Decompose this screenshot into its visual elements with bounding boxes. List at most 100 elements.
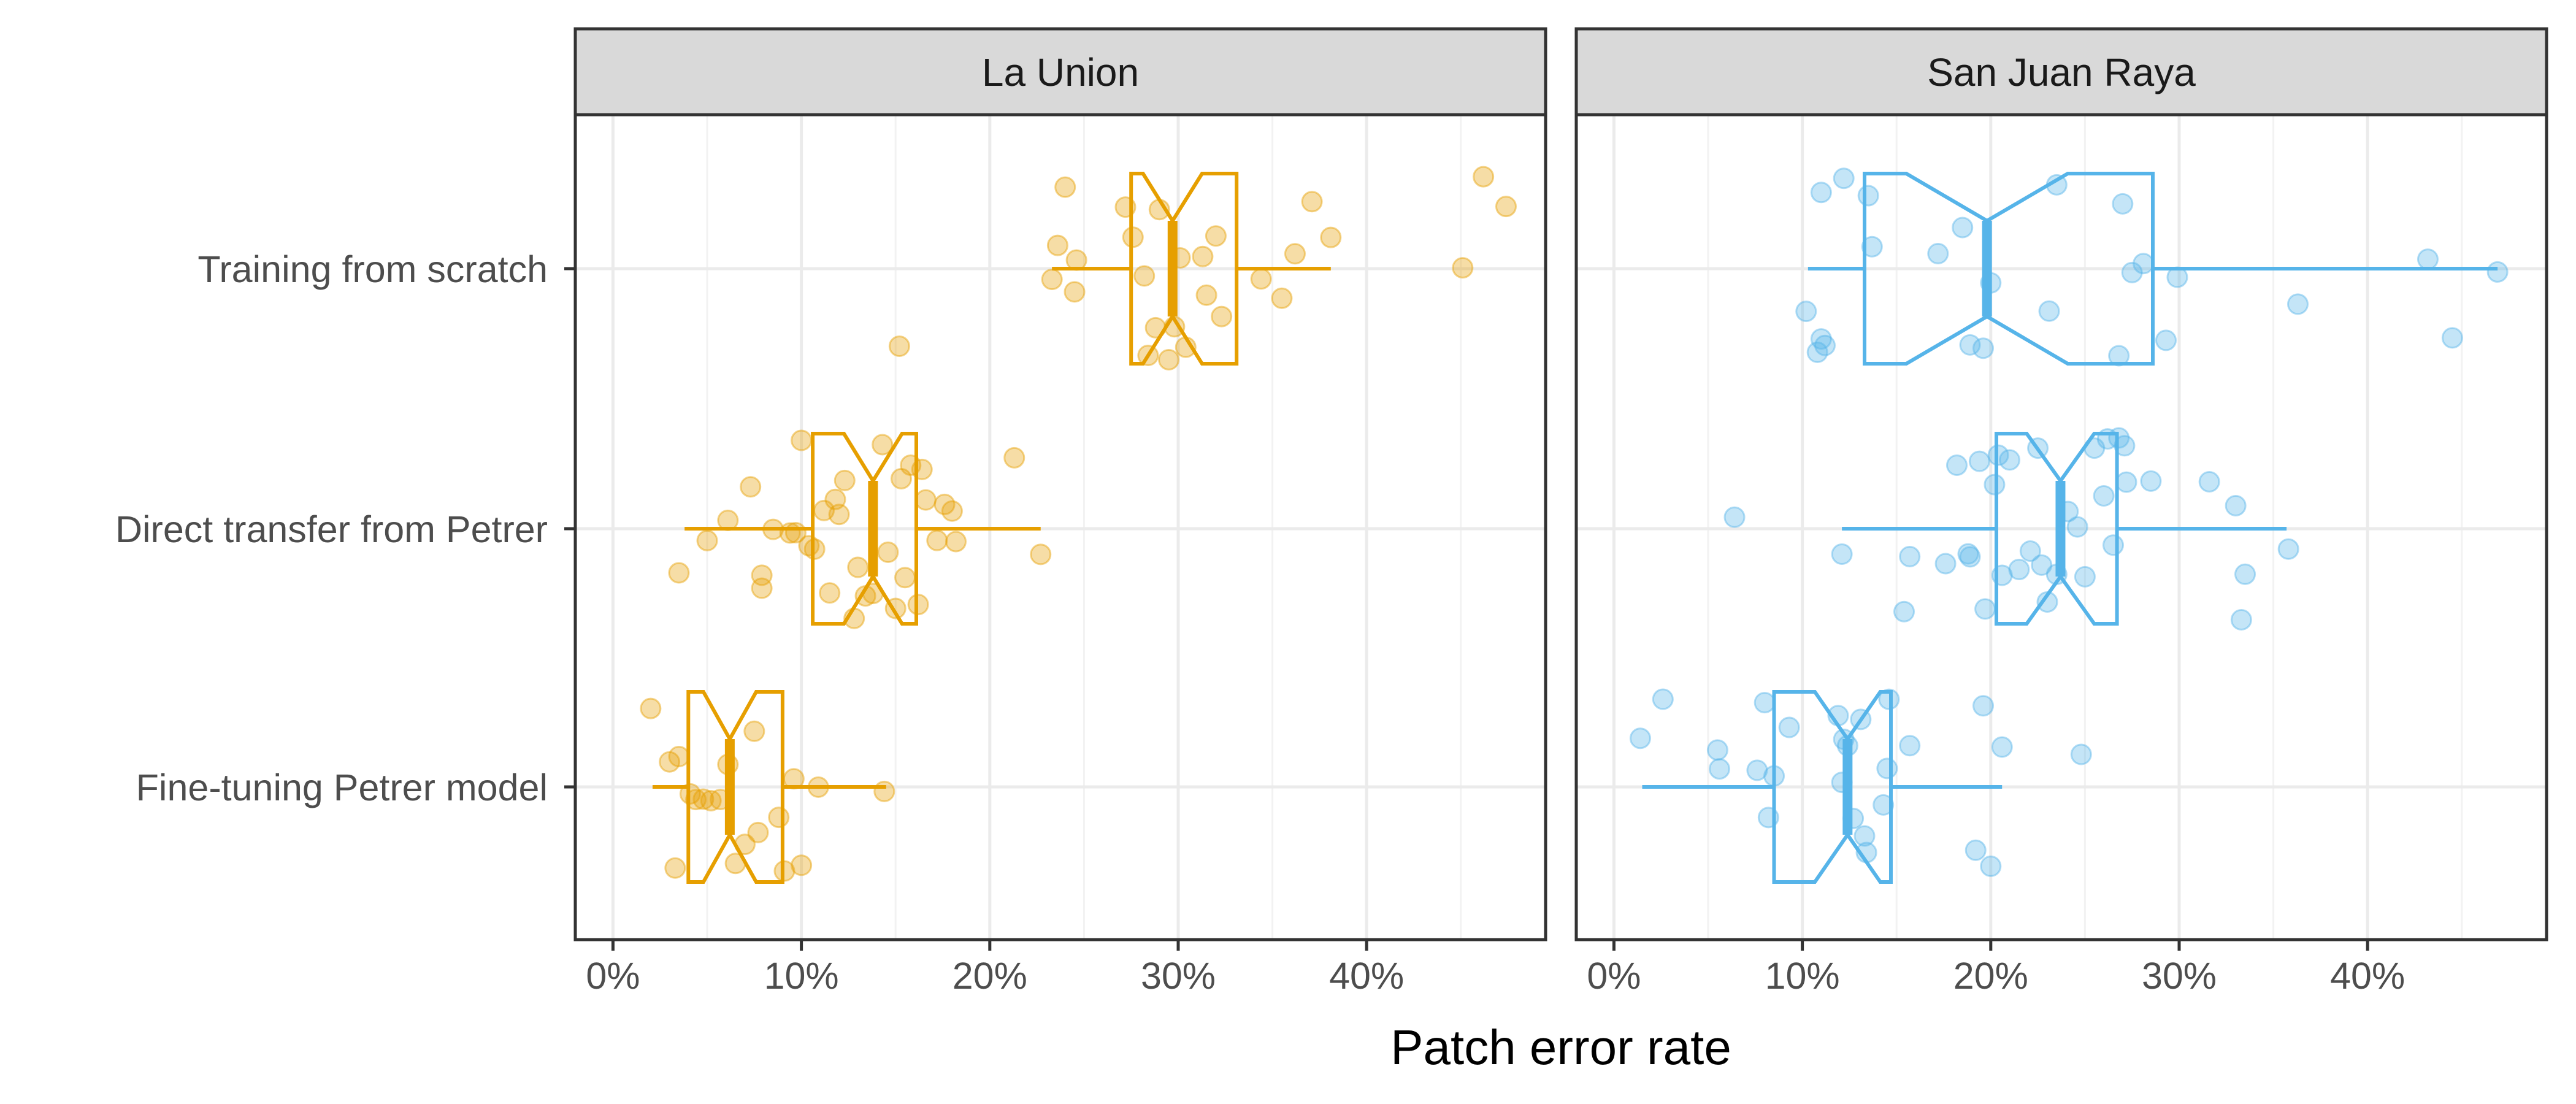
data-point: [1003, 447, 1025, 469]
data-point: [2102, 534, 2124, 556]
data-point: [1195, 284, 1217, 306]
data-point: [1873, 794, 1895, 816]
data-point: [1778, 716, 1800, 738]
data-point: [1833, 167, 1855, 190]
data-point: [1320, 226, 1342, 248]
data-point: [700, 789, 722, 811]
data-point: [659, 751, 681, 773]
data-point: [834, 469, 856, 491]
data-point: [696, 529, 718, 551]
data-point: [1133, 265, 1156, 287]
x-tick-label: 40%: [2330, 955, 2405, 997]
data-point: [1974, 598, 1996, 620]
data-point: [907, 594, 929, 616]
data-point: [1122, 226, 1144, 248]
data-point: [2225, 495, 2247, 517]
data-point: [1250, 268, 1272, 290]
data-point: [2234, 563, 2256, 585]
data-point: [1030, 543, 1052, 565]
data-point: [1984, 473, 2006, 496]
data-point: [2155, 329, 2177, 351]
strip-label-san-juan-raya: San Juan Raya: [1927, 50, 2196, 94]
data-point: [1041, 268, 1063, 290]
data-point: [819, 582, 841, 604]
x-tick-label: 30%: [2142, 955, 2217, 997]
data-point: [1810, 328, 1832, 350]
box-la-union-training-from-scratch: [1129, 172, 1239, 366]
data-point: [664, 857, 686, 879]
y-tick-label: Fine-tuning Petrer model: [136, 767, 548, 808]
data-point: [2038, 300, 2060, 322]
data-point: [1271, 287, 1293, 309]
data-point: [803, 538, 826, 560]
strip-san-juan-raya: [1574, 27, 2548, 117]
data-point: [1959, 334, 1981, 356]
data-point: [740, 476, 762, 498]
data-point: [1192, 245, 1214, 267]
data-point: [2417, 248, 2439, 270]
data-point: [2441, 327, 2463, 349]
data-point: [1999, 449, 2021, 471]
data-point: [1972, 695, 1995, 717]
grid-san-juan-raya: [1576, 115, 2547, 940]
x-tick-label: 0%: [1587, 955, 1641, 997]
data-point: [640, 697, 662, 719]
box-la-union-fine-tuning-petrer-model: [686, 690, 784, 884]
data-point: [1723, 506, 1746, 528]
data-point: [1064, 281, 1086, 303]
data-point: [791, 854, 813, 876]
data-point: [1284, 243, 1306, 265]
data-point: [2070, 743, 2092, 765]
data-point: [847, 556, 869, 578]
data-point: [1980, 855, 2002, 877]
data-point: [1706, 739, 1728, 761]
data-point: [1301, 191, 1323, 213]
data-point: [1878, 688, 1900, 710]
data-point: [685, 789, 707, 811]
data-point: [2198, 471, 2220, 493]
data-point: [1452, 257, 1474, 279]
data-point: [1806, 341, 1828, 363]
data-point: [1629, 727, 1651, 749]
strip-label-la-union: La Union: [982, 50, 1139, 94]
data-point: [1957, 543, 1979, 565]
data-point: [2112, 193, 2134, 215]
data-point: [2114, 435, 2136, 457]
y-axis: Training from scratch Direct transfer fro…: [115, 248, 575, 808]
data-point: [1495, 196, 1517, 218]
data-point: [933, 493, 956, 515]
data-point: [2140, 470, 2162, 492]
x-tick-label: 20%: [1953, 955, 2028, 997]
data-point: [2074, 565, 2096, 588]
data-point: [1968, 450, 1990, 472]
strip-la-union: [573, 27, 1547, 117]
data-point: [1987, 444, 2009, 466]
data-point: [877, 541, 899, 563]
y-tick-label: Training from scratch: [197, 248, 548, 290]
data-point: [2277, 538, 2299, 560]
x-tick-label: 30%: [1141, 955, 1216, 997]
data-point: [1046, 234, 1068, 256]
x-tick-label: 20%: [953, 955, 1027, 997]
y-tick-label: Direct transfer from Petrer: [115, 508, 548, 550]
x-axis-title: Patch error rate: [1390, 1020, 1731, 1075]
data-point: [692, 788, 715, 810]
data-point: [2093, 485, 2115, 507]
data-point: [1473, 166, 1495, 188]
data-point: [743, 720, 765, 742]
data-point: [668, 746, 690, 768]
data-point: [1054, 176, 1076, 198]
data-point: [945, 531, 967, 553]
data-point: [1746, 759, 1768, 781]
data-point: [1814, 334, 1836, 356]
data-point: [2108, 345, 2130, 367]
data-point: [773, 860, 795, 882]
data-point: [2486, 261, 2509, 283]
data-point: [1952, 217, 1974, 239]
data-point: [888, 335, 910, 358]
x-axis-san-juan-raya: 0% 10% 20% 30% 40%: [1587, 940, 2405, 997]
x-tick-label: 10%: [764, 955, 839, 997]
data-point: [2031, 554, 2053, 576]
data-point: [894, 567, 916, 589]
